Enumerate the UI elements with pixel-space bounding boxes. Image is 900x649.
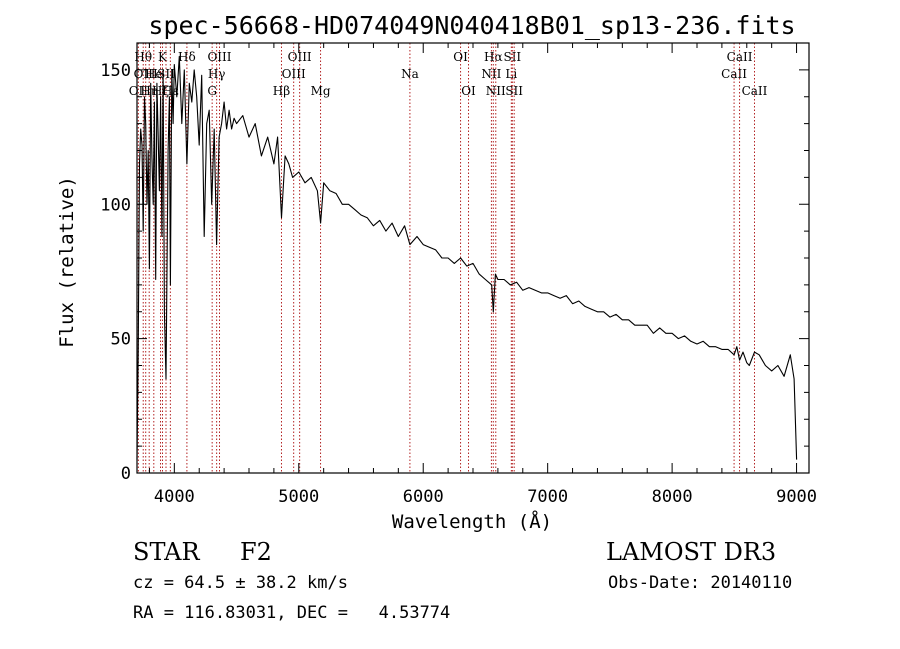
y-tick-label: 0 [121,464,131,484]
x-tick-label: 7000 [527,487,568,507]
x-tick-label: 4000 [154,487,195,507]
x-tick-label: 8000 [652,487,693,507]
x-tick-label: 6000 [403,487,444,507]
x-axis-label: Wavelength (Å) [392,510,552,533]
line-marker-label: CaII [721,67,747,81]
y-tick-label: 50 [111,330,131,350]
chart-title: spec-56668-HD074049N040418B01_sp13-236.f… [148,11,795,40]
line-marker-label: He [145,67,163,81]
line-marker-label: Na [401,67,419,81]
y-axis-label: Flux (relative) [56,176,78,348]
line-marker-label: OIII [207,50,231,64]
ra-dec-coordinates: RA = 116.83031, DEC = 4.53774 [133,603,451,623]
line-marker-label: Hθ [134,50,152,64]
y-tick-label: 100 [100,195,131,215]
line-marker-label: NII [481,67,501,81]
observation-date: Obs-Date: 20140110 [608,573,793,593]
y-tick-label: 150 [100,61,131,81]
line-marker-label: SII [157,67,175,81]
line-marker-label: Hγ [208,67,226,81]
line-marker-label: CaII [727,50,753,64]
line-marker-label: Li [505,67,517,81]
line-marker-label: Hη [140,84,158,98]
line-marker-label: Hδ [178,50,196,64]
line-marker-label: Hε [162,84,179,98]
line-marker-label: Hα [484,50,503,64]
line-marker-label: OIII [134,67,158,81]
plot-frame [136,42,810,474]
line-marker-label: OIII [288,50,312,64]
line-marker-label: OIII [282,67,306,81]
line-marker-label: OI [453,50,468,64]
line-marker-label: CaII [742,84,768,98]
line-marker-label: OII [129,84,149,98]
line-marker-label: Mg [311,84,331,98]
line-marker-label: G [207,84,217,98]
x-tick-label: 5000 [278,487,319,507]
line-marker-label: OI [461,84,476,98]
redshift-velocity: cz = 64.5 ± 38.2 km/s [133,573,348,593]
spectrum-line [136,55,798,460]
line-marker-label: SII [503,50,521,64]
survey-name: LAMOST DR3 [606,538,777,566]
object-class: STAR [133,538,200,566]
line-marker-label: Hβ [273,84,290,98]
line-marker-label: K [158,50,168,64]
line-marker-label: SII [505,84,523,98]
axis-ticks: 4000 5000 6000 7000 8000 9000 0 50 100 150 [100,43,817,507]
x-tick-label: 9000 [776,487,817,507]
object-subclass: F2 [240,538,272,566]
line-marker-label: NII [486,84,506,98]
